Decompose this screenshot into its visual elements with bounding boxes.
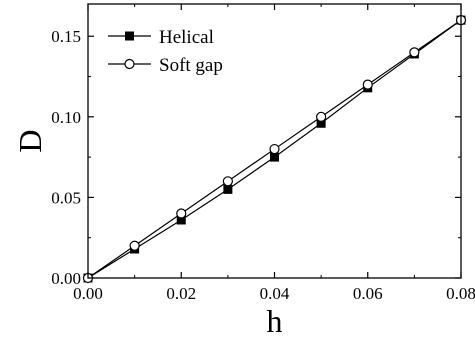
x-axis-title: h [267,303,283,338]
y-tick-label: 0.05 [51,188,81,207]
data-point-circle [222,176,233,187]
tick-labels: 0.00 0.02 0.04 0.06 0.08 0.00 0.05 0.10 0.15 [51,27,475,303]
legend-item: Helical [108,27,214,48]
series-2 [82,15,467,284]
data-point-square [223,184,233,194]
y-tick-label: 0.15 [51,27,81,46]
plot-frame [87,3,462,279]
y-tick-label: 0.10 [51,108,81,127]
legend-label: Soft gap [159,55,223,76]
data-point-square [270,152,279,162]
data-point-circle [176,208,187,219]
x-tick-label: 0.00 [73,284,103,303]
legend-label: Helical [159,27,214,48]
data-point-square [176,215,186,225]
legend-marker [124,58,135,70]
data-point-circle [316,111,327,122]
legend: Helical Soft gap [108,27,223,76]
minor-ticks [88,4,461,278]
series-layer [82,15,467,284]
data-point-square [316,118,326,128]
x-tick-label: 0.02 [166,284,196,303]
data-point-circle [269,143,280,155]
y-tick-label: 0.00 [51,269,81,288]
data-point-circle [409,47,420,58]
x-tick-label: 0.06 [353,284,383,303]
major-ticks [87,4,462,279]
data-point-circle [362,79,373,90]
legend-marker [125,31,134,41]
x-tick-label: 0.08 [446,284,475,303]
legend-item: Soft gap [108,55,223,76]
data-point-circle [129,240,140,251]
x-tick-label: 0.04 [260,284,290,303]
y-axis-title: D [12,129,48,152]
